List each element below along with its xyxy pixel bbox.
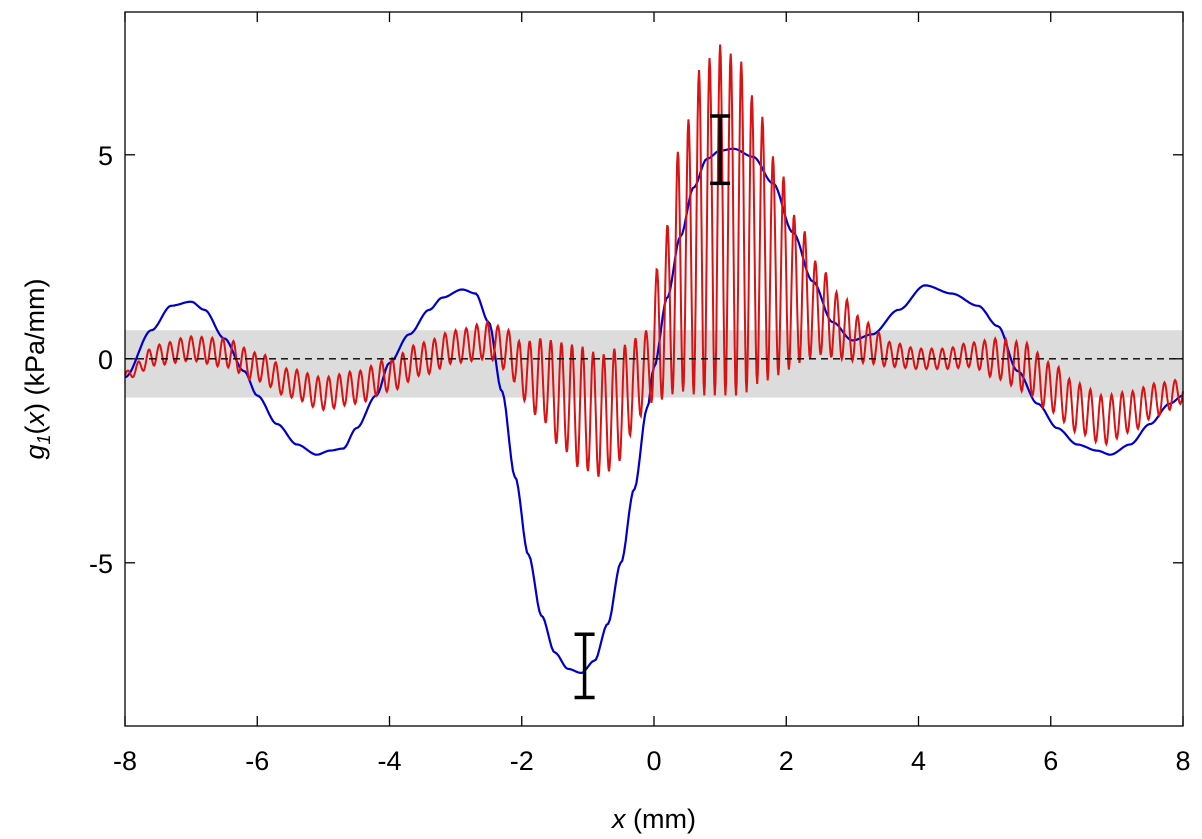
x-tick-label: 2 <box>779 746 794 776</box>
x-tick-label: 4 <box>911 746 926 776</box>
y-axis-label-open: ( <box>20 425 50 434</box>
y-axis-label: g1(x) (kPa/mm) <box>20 278 54 459</box>
error-bars <box>574 114 731 700</box>
x-tick-label: 0 <box>646 746 661 776</box>
y-tick-label: 0 <box>98 345 113 375</box>
x-ticks: -8 -6 -4 -2 0 2 4 6 8 <box>113 12 1191 776</box>
y-axis-label-func: g <box>20 444 50 459</box>
x-tick-label: 6 <box>1043 746 1058 776</box>
x-axis-label-var: x <box>610 804 627 834</box>
y-axis-label-arg: x <box>20 410 50 427</box>
x-tick-label: -8 <box>113 746 137 776</box>
series-blue-line <box>124 147 1184 675</box>
x-tick-label: -6 <box>245 746 269 776</box>
x-tick-label: 8 <box>1175 746 1190 776</box>
y-ticks: 5 0 -5 <box>89 141 1183 579</box>
y-axis-label-sub: 1 <box>34 434 54 444</box>
y-tick-label: -5 <box>89 549 113 579</box>
series-layer <box>124 44 1184 675</box>
y-axis-label-unit: ) (kPa/mm) <box>20 278 50 411</box>
x-tick-label: -2 <box>510 746 534 776</box>
x-tick-label: -4 <box>377 746 401 776</box>
error-bar <box>710 114 731 186</box>
error-bar <box>574 632 595 700</box>
series-red-line <box>124 44 1184 477</box>
x-axis-label-unit: (mm) <box>626 804 696 834</box>
y-tick-label: 5 <box>98 141 113 171</box>
x-axis-label: x (mm) <box>610 804 696 834</box>
